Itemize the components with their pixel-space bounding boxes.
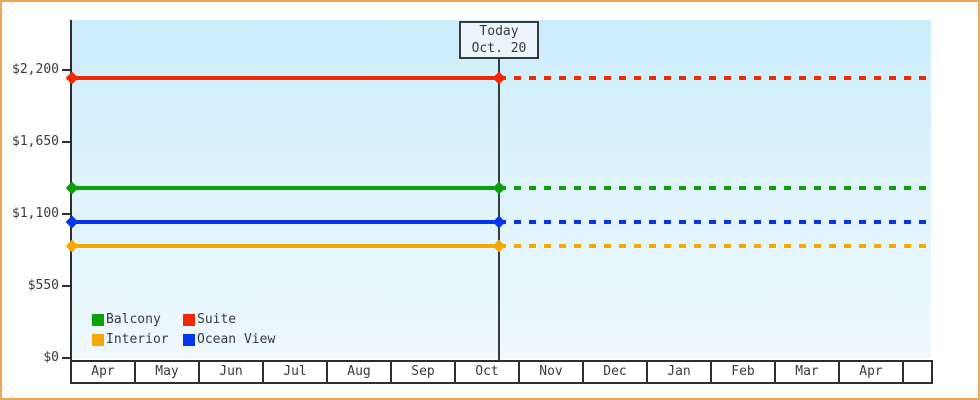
month-cell-feb: Feb <box>712 362 776 382</box>
series-line-solid-balcony <box>72 186 499 190</box>
y-axis-tick-label: $1,650 <box>12 134 59 149</box>
today-label: Today <box>479 24 519 39</box>
month-cell-empty <box>904 362 931 382</box>
y-axis-tick-label: $2,200 <box>12 62 59 77</box>
month-cell-apr: Apr <box>840 362 904 382</box>
month-cell-sep: Sep <box>392 362 456 382</box>
legend-item-ocean-view: Ocean View <box>183 332 276 347</box>
month-cell-jan: Jan <box>648 362 712 382</box>
legend-item-suite: Suite <box>183 312 275 327</box>
month-cell-nov: Nov <box>520 362 584 382</box>
series-line-solid-interior <box>72 244 499 248</box>
legend-label: Interior <box>106 332 169 347</box>
legend-swatch <box>183 333 195 346</box>
y-axis-tick <box>62 213 70 215</box>
legend-swatch <box>92 313 104 326</box>
y-axis-tick <box>62 285 70 287</box>
y-axis-tick <box>62 141 70 143</box>
x-axis-month-row: Apr May Jun Jul Aug Sep Oct Nov Dec Jan Feb Mar Apr <box>70 360 933 384</box>
series-line-dotted-balcony <box>499 186 931 190</box>
legend-label: Ocean View <box>197 332 276 347</box>
today-annotation-box: Today Oct. 20 <box>459 21 539 59</box>
series-line-solid-suite <box>72 76 499 80</box>
series-line-dotted-suite <box>499 76 931 80</box>
month-cell-jul: Jul <box>264 362 328 382</box>
y-axis-tick <box>62 357 70 359</box>
today-date: Oct. 20 <box>471 41 527 56</box>
month-cell-apr: Apr <box>72 362 136 382</box>
series-line-solid-ocean-view <box>72 220 499 224</box>
chart-legend: Balcony Suite Interior Ocean View <box>92 312 276 347</box>
legend-swatch <box>92 333 104 346</box>
legend-item-balcony: Balcony <box>92 312 183 327</box>
series-line-dotted-ocean-view <box>499 220 931 224</box>
month-cell-oct: Oct <box>456 362 520 382</box>
month-cell-mar: Mar <box>776 362 840 382</box>
y-axis-tick-label: $550 <box>27 278 59 293</box>
y-axis-tick <box>62 69 70 71</box>
month-cell-jun: Jun <box>200 362 264 382</box>
series-line-dotted-interior <box>499 244 931 248</box>
month-cell-dec: Dec <box>584 362 648 382</box>
month-cell-aug: Aug <box>328 362 392 382</box>
today-vertical-line <box>498 58 500 362</box>
legend-label: Balcony <box>106 312 161 327</box>
month-cell-may: May <box>136 362 200 382</box>
legend-label: Suite <box>197 312 237 327</box>
y-axis-tick-label: $1,100 <box>12 206 59 221</box>
legend-swatch <box>183 313 195 326</box>
y-axis-tick-label: $0 <box>43 350 59 365</box>
legend-item-interior: Interior <box>92 332 183 347</box>
